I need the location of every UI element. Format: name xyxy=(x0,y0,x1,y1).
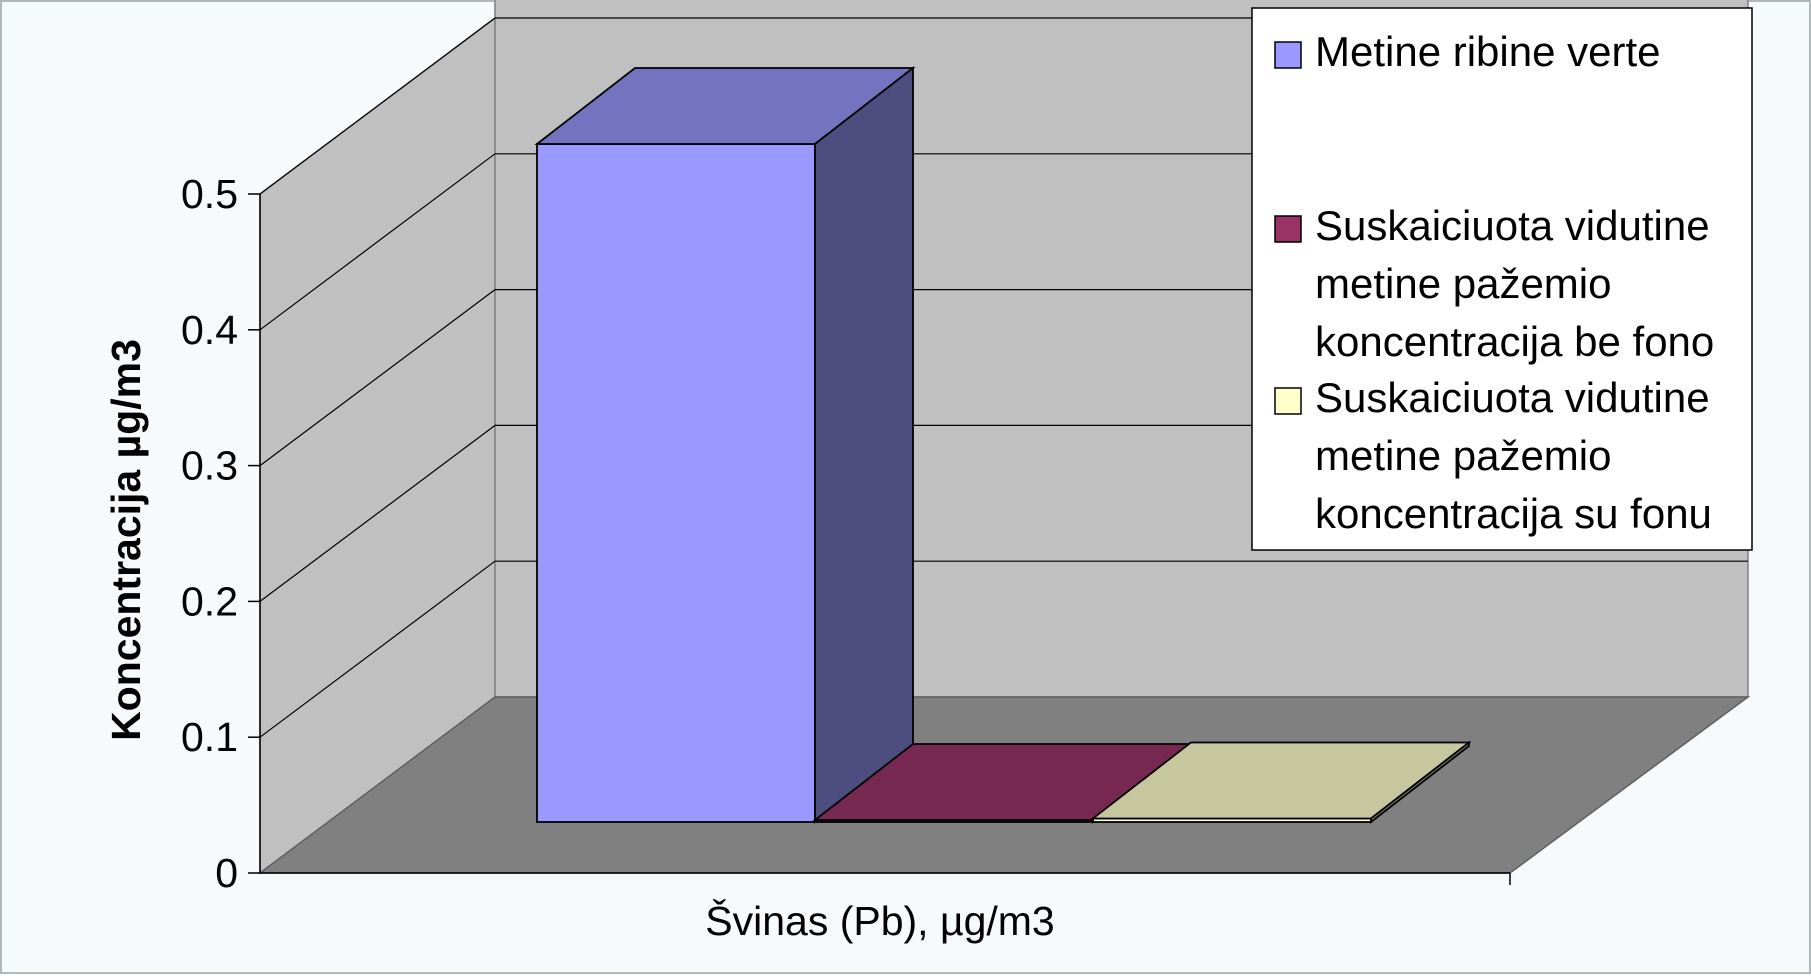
legend-label: Suskaiciuota vidutine metine pažemio konce… xyxy=(1315,202,1714,365)
x-axis-title: Švinas (Pb), µg/m3 xyxy=(705,898,1054,944)
value-axis: 0 0.1 0.2 0.3 0.4 0.5 xyxy=(181,171,1511,896)
y-axis-title: Koncentracija µg/m3 xyxy=(103,339,149,741)
legend-label-line: metine pažemio xyxy=(1315,260,1611,307)
gridline-side xyxy=(259,17,496,195)
legend-label-line: koncentracija su fonu xyxy=(1315,490,1712,537)
legend-label-line: Metine ribine verte xyxy=(1315,28,1661,75)
legend-swatch xyxy=(1274,215,1302,243)
legend-label-line: Suskaiciuota vidutine xyxy=(1315,202,1710,249)
y-tick-label: 0.1 xyxy=(181,714,238,760)
gridline-side xyxy=(259,424,496,602)
y-tick-label: 0.3 xyxy=(181,443,238,489)
y-tick-label: 0 xyxy=(215,850,238,896)
bar-side-face xyxy=(1370,740,1470,824)
y-tick-label: 0.4 xyxy=(181,307,238,353)
gridline-side xyxy=(259,560,496,738)
legend-label: Metine ribine verte xyxy=(1315,28,1661,75)
bar-group xyxy=(534,66,1472,824)
legend: Metine ribine verte Suskaiciuota vidutine… xyxy=(1251,7,1753,551)
legend-label-line: koncentracija be fono xyxy=(1315,318,1714,365)
bar xyxy=(1090,740,1472,824)
gridline-side xyxy=(259,153,496,331)
gridline-side xyxy=(259,289,496,467)
y-tick-label: 0.2 xyxy=(181,578,238,624)
legend-box xyxy=(1251,7,1753,551)
bar xyxy=(534,66,916,824)
legend-label-line: Suskaiciuota vidutine xyxy=(1315,374,1710,421)
bar-side-face xyxy=(814,66,914,824)
legend-swatch xyxy=(1274,41,1302,69)
legend-label-line: metine pažemio xyxy=(1315,432,1611,479)
y-tick-label: 0.5 xyxy=(181,171,238,217)
legend-swatch xyxy=(1274,387,1302,415)
bar-front-face xyxy=(536,143,816,823)
legend-label: Suskaiciuota vidutine metine pažemio konce… xyxy=(1315,374,1712,537)
